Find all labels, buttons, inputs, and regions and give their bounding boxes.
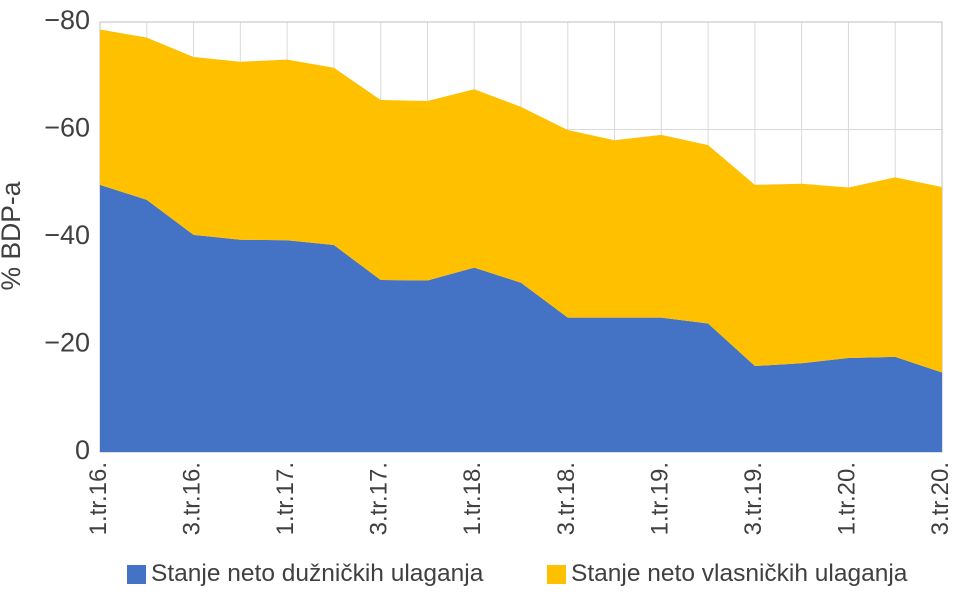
svg-text:0: 0 bbox=[75, 435, 90, 465]
svg-text:Stanje neto vlasničkih ulaganj: Stanje neto vlasničkih ulaganja bbox=[571, 560, 908, 587]
svg-text:1.tr.17.: 1.tr.17. bbox=[272, 462, 299, 535]
svg-text:Stanje neto dužničkih ulaganja: Stanje neto dužničkih ulaganja bbox=[151, 560, 484, 587]
svg-text:3.tr.17.: 3.tr.17. bbox=[366, 462, 393, 535]
svg-text:1.tr.16.: 1.tr.16. bbox=[85, 462, 112, 535]
svg-text:1.tr.19.: 1.tr.19. bbox=[646, 462, 673, 535]
svg-text:−20: −20 bbox=[44, 328, 90, 358]
svg-text:3.tr.16.: 3.tr.16. bbox=[179, 462, 206, 535]
svg-text:−40: −40 bbox=[44, 220, 90, 250]
svg-text:−80: −80 bbox=[44, 5, 90, 35]
svg-text:3.tr.19.: 3.tr.19. bbox=[740, 462, 767, 535]
svg-text:% BDP-a: % BDP-a bbox=[0, 181, 26, 290]
svg-text:1.tr.18.: 1.tr.18. bbox=[459, 462, 486, 535]
svg-text:−60: −60 bbox=[44, 113, 90, 143]
svg-text:3.tr.18.: 3.tr.18. bbox=[553, 462, 580, 535]
svg-text:3.tr.20.: 3.tr.20. bbox=[927, 462, 954, 535]
svg-text:1.tr.20.: 1.tr.20. bbox=[833, 462, 860, 535]
